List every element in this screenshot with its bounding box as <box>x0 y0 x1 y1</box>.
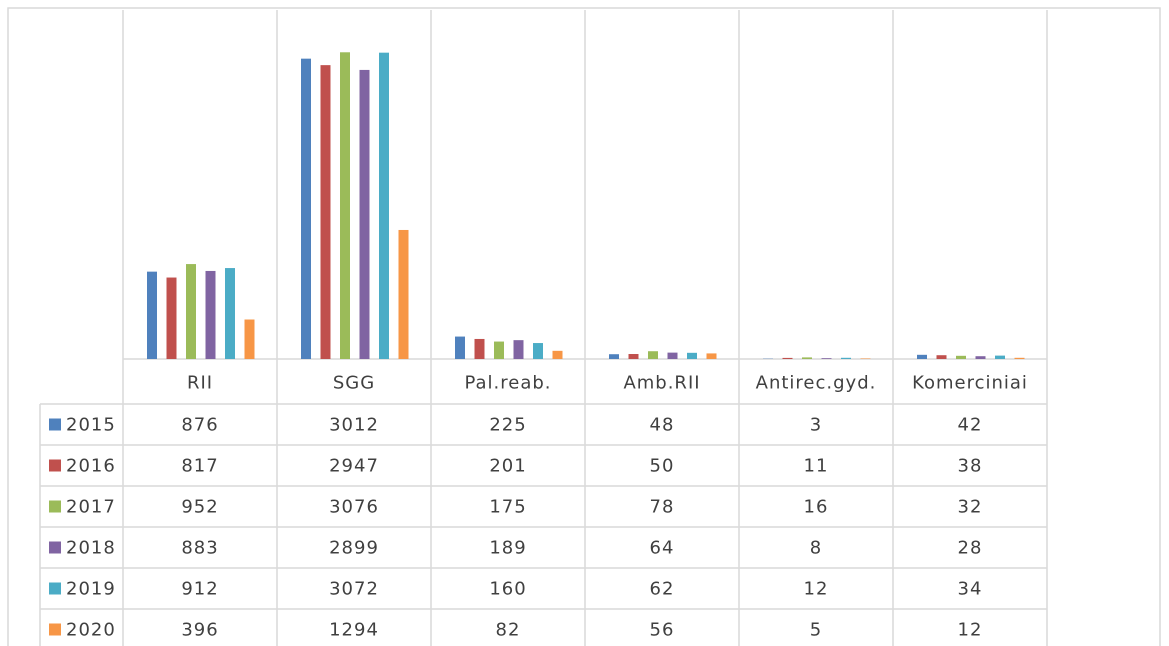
bar <box>706 353 717 359</box>
legend-label: 2016 <box>66 456 116 477</box>
table-value: 912 <box>181 579 218 600</box>
legend-swatch <box>49 582 61 595</box>
bar <box>1014 357 1025 359</box>
table-value: 50 <box>650 456 675 477</box>
table-value: 5 <box>810 620 822 641</box>
bar <box>917 354 927 359</box>
legend-swatch <box>49 541 61 554</box>
table-value: 225 <box>489 415 526 436</box>
table-value: 28 <box>958 538 983 559</box>
table-value: 48 <box>650 415 675 436</box>
bar <box>821 358 832 359</box>
bar <box>995 355 1005 359</box>
table-value: 876 <box>181 415 218 436</box>
table-value: 3 <box>810 415 822 436</box>
legend-label: 2015 <box>66 415 116 436</box>
table-value: 62 <box>650 579 675 600</box>
bar <box>648 351 658 359</box>
bar <box>956 355 966 359</box>
table-value: 56 <box>650 620 675 641</box>
category-label: Komerciniai <box>912 373 1028 394</box>
bar <box>166 277 177 359</box>
table-value: 16 <box>804 497 829 518</box>
table-value: 160 <box>489 579 526 600</box>
table-value: 883 <box>181 538 218 559</box>
bar <box>340 52 350 359</box>
table-value: 2899 <box>329 538 379 559</box>
table-value: 201 <box>489 456 526 477</box>
legend-swatch <box>49 500 61 513</box>
bar <box>533 343 543 359</box>
bar <box>244 319 255 359</box>
table-value: 34 <box>958 579 983 600</box>
bar <box>802 357 812 359</box>
table-value: 12 <box>804 579 829 600</box>
table-value: 3072 <box>329 579 379 600</box>
bar <box>474 338 485 359</box>
table-value: 189 <box>489 538 526 559</box>
bar <box>455 336 465 359</box>
bar <box>301 58 311 359</box>
bar <box>320 65 331 359</box>
legend-swatch <box>49 418 61 431</box>
category-label: SGG <box>333 373 375 394</box>
table-value: 2947 <box>329 456 379 477</box>
table-value: 952 <box>181 497 218 518</box>
table-value: 3076 <box>329 497 379 518</box>
bar <box>359 69 370 359</box>
table-value: 3012 <box>329 415 379 436</box>
bar <box>628 354 639 359</box>
bar <box>398 229 409 359</box>
bar <box>513 340 524 359</box>
table-value: 78 <box>650 497 675 518</box>
bar <box>687 352 697 359</box>
table-value: 396 <box>181 620 218 641</box>
bar <box>147 271 157 359</box>
table-value: 82 <box>496 620 521 641</box>
table-value: 817 <box>181 456 218 477</box>
bar <box>841 357 851 359</box>
legend-label: 2019 <box>66 579 116 600</box>
bar <box>552 350 563 359</box>
table-value: 32 <box>958 497 983 518</box>
bar <box>379 52 389 360</box>
table-value: 1294 <box>329 620 379 641</box>
frame <box>7 7 1161 646</box>
legend-label: 2017 <box>66 497 116 518</box>
legend-label: 2020 <box>66 620 116 641</box>
bar <box>975 356 986 359</box>
table-value: 38 <box>958 456 983 477</box>
category-label: Amb.RII <box>623 373 700 394</box>
legend-swatch <box>49 459 61 472</box>
bar <box>782 357 793 359</box>
bar <box>667 352 678 359</box>
bar <box>225 268 235 359</box>
table-value: 11 <box>804 456 829 477</box>
table-value: 12 <box>958 620 983 641</box>
category-label: Pal.reab. <box>464 373 551 394</box>
legend-label: 2018 <box>66 538 116 559</box>
bar <box>936 355 947 359</box>
category-label: Antirec.gyd. <box>756 373 877 394</box>
category-label: RII <box>187 373 213 394</box>
table-value: 42 <box>958 415 983 436</box>
legend-swatch <box>49 623 61 636</box>
bar <box>609 354 619 359</box>
bar <box>186 264 196 359</box>
table-value: 64 <box>650 538 675 559</box>
bar <box>494 341 504 359</box>
table-value: 175 <box>489 497 526 518</box>
table-value: 8 <box>810 538 822 559</box>
bar <box>205 270 216 359</box>
